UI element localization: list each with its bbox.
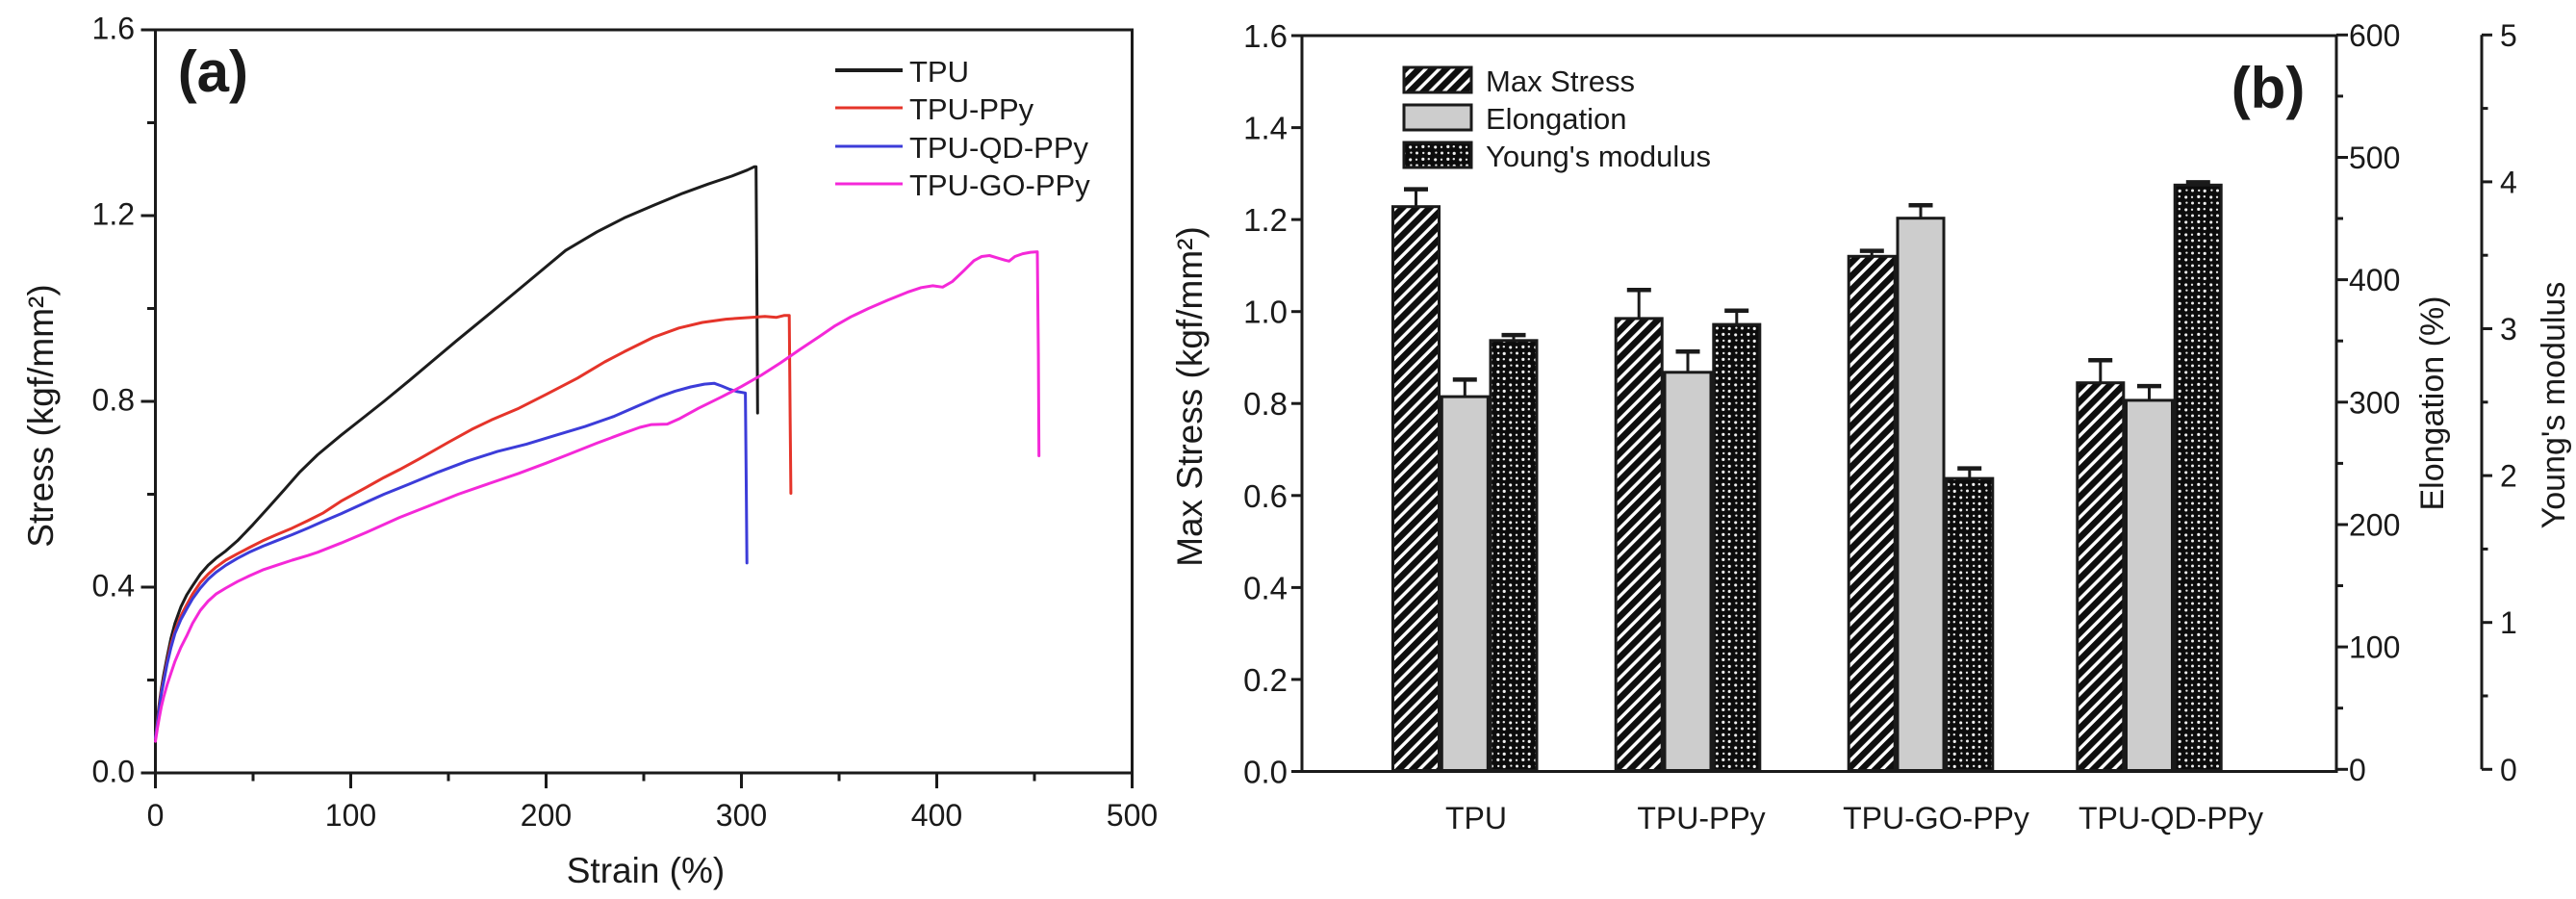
svg-text:1.4: 1.4 <box>1243 111 1288 146</box>
svg-text:TPU-QD-PPy: TPU-QD-PPy <box>909 131 1089 165</box>
svg-text:0.0: 0.0 <box>1243 755 1288 790</box>
svg-text:0.4: 0.4 <box>92 569 135 604</box>
svg-text:0.0: 0.0 <box>92 755 135 789</box>
svg-text:2: 2 <box>2500 459 2517 494</box>
svg-text:TPU-GO-PPy: TPU-GO-PPy <box>1843 801 2029 835</box>
svg-text:Young's modulus: Young's modulus <box>1486 140 1711 173</box>
svg-text:TPU: TPU <box>1445 801 1507 835</box>
svg-text:Young's modulus: Young's modulus <box>2536 282 2572 529</box>
svg-text:1.2: 1.2 <box>1243 202 1288 238</box>
svg-text:0: 0 <box>2349 753 2366 787</box>
svg-text:0.8: 0.8 <box>1243 386 1288 422</box>
svg-text:Elongation: Elongation <box>1486 102 1627 136</box>
svg-text:1: 1 <box>2500 605 2517 640</box>
svg-text:0.4: 0.4 <box>1243 570 1288 605</box>
svg-text:1.6: 1.6 <box>92 12 135 46</box>
svg-text:300: 300 <box>716 798 767 833</box>
svg-text:600: 600 <box>2349 18 2400 53</box>
svg-text:200: 200 <box>521 798 572 833</box>
svg-text:1.6: 1.6 <box>1243 18 1288 54</box>
svg-text:100: 100 <box>2349 630 2400 665</box>
svg-text:(b): (b) <box>2232 56 2306 120</box>
svg-text:Elongation (%): Elongation (%) <box>2414 295 2451 510</box>
svg-text:Max Stress (kgf/mm²): Max Stress (kgf/mm²) <box>1170 226 1210 567</box>
svg-text:TPU-QD-PPy: TPU-QD-PPy <box>2079 801 2263 835</box>
svg-text:0: 0 <box>147 798 165 833</box>
svg-text:TPU: TPU <box>909 55 969 89</box>
svg-text:100: 100 <box>325 798 376 833</box>
svg-text:0.8: 0.8 <box>92 383 135 418</box>
svg-text:400: 400 <box>2349 263 2400 297</box>
svg-text:Max Stress: Max Stress <box>1486 64 1635 98</box>
svg-text:0.6: 0.6 <box>1243 478 1288 514</box>
svg-text:TPU-PPy: TPU-PPy <box>909 92 1034 126</box>
svg-text:0: 0 <box>2500 753 2517 787</box>
svg-text:1.2: 1.2 <box>92 197 135 232</box>
svg-text:400: 400 <box>911 798 962 833</box>
svg-text:TPU-PPy: TPU-PPy <box>1637 801 1765 835</box>
svg-text:4: 4 <box>2500 165 2517 199</box>
svg-text:Stress (kgf/mm²): Stress (kgf/mm²) <box>21 284 61 547</box>
svg-text:5: 5 <box>2500 18 2517 53</box>
svg-text:1.0: 1.0 <box>1243 295 1288 330</box>
svg-text:Strain (%): Strain (%) <box>567 851 725 890</box>
svg-text:500: 500 <box>1107 798 1158 833</box>
svg-text:500: 500 <box>2349 141 2400 175</box>
svg-text:TPU-GO-PPy: TPU-GO-PPy <box>909 168 1090 202</box>
svg-text:3: 3 <box>2500 312 2517 347</box>
svg-text:0.2: 0.2 <box>1243 662 1288 698</box>
svg-text:200: 200 <box>2349 508 2400 543</box>
svg-text:300: 300 <box>2349 385 2400 420</box>
svg-text:(a): (a) <box>178 39 248 104</box>
